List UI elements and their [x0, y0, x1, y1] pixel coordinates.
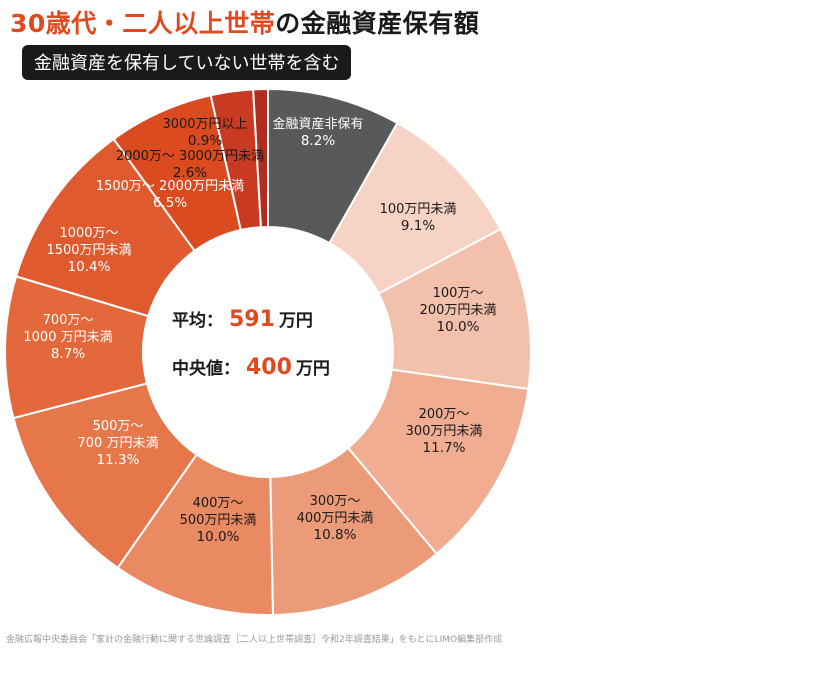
chart-subtitle-badge: 金融資産を保有していない世帯を含む: [22, 45, 352, 80]
median-readout: 中央値： 400 万円: [172, 354, 368, 380]
slice-category-label-5: 300万～: [310, 494, 361, 509]
slice-category-label-9: 1000万～: [59, 226, 118, 241]
slice-category-label-10: 1500万～ 2000万円未満: [96, 179, 244, 194]
slice-value-label-4: 11.7%: [423, 440, 466, 456]
mean-value: 591: [229, 307, 275, 332]
slice-value-label-5: 10.8%: [314, 527, 357, 543]
slice-value-label-2: 9.1%: [401, 218, 435, 234]
slice-category-label-11: 2000万～ 3000万円未満: [116, 149, 264, 164]
slice-value-label-7: 11.3%: [97, 452, 140, 468]
slice-value-label-9: 10.4%: [68, 259, 111, 275]
slice-category-label-2: 100万円未満: [380, 202, 457, 217]
slice-category-label-8: 1000 万円未満: [23, 330, 112, 345]
slice-category-label-5: 400万円未満: [297, 511, 374, 526]
slice-category-label-8: 700万～: [43, 313, 94, 328]
slice-value-label-3: 10.0%: [437, 319, 480, 335]
donut-slices: [4, 87, 532, 616]
slice-category-label-1: 金融資産非保有: [272, 116, 363, 132]
slice-value-label-8: 8.7%: [51, 346, 85, 362]
median-unit: 万円: [295, 359, 330, 379]
donut-hole: [143, 227, 393, 477]
slice-category-label-3: 200万円未満: [420, 303, 497, 318]
slice-value-label-10: 6.5%: [153, 195, 187, 211]
mean-label: 平均：: [172, 311, 223, 331]
slice-category-label-3: 100万～: [433, 286, 484, 301]
slice-value-label-11: 2.6%: [173, 165, 207, 181]
slice-value-label-12: 0.9%: [188, 133, 222, 149]
chart-title-accent: 30歳代・二人以上世帯: [10, 9, 276, 38]
slice-value-label-6: 10.0%: [197, 529, 240, 545]
slice-category-label-6: 400万～: [193, 496, 244, 511]
slice-value-label-1: 8.2%: [301, 133, 335, 149]
chart-title-rest: の金融資産保有額: [275, 9, 480, 38]
chart-title: 30歳代・二人以上世帯の金融資産保有額: [10, 4, 479, 40]
slice-category-label-7: 700 万円未満: [78, 436, 159, 451]
median-label: 中央値：: [172, 359, 240, 379]
slice-category-label-7: 500万～: [93, 419, 144, 434]
slice-category-label-12: 3000万円以上: [162, 117, 247, 132]
slice-labels: 金融資産非保有8.2%100万円未満9.1%100万～200万円未満10.0%2…: [23, 116, 496, 545]
slice-category-label-4: 200万～: [419, 407, 470, 422]
slice-category-label-6: 500万円未満: [180, 513, 257, 528]
slice-category-label-9: 1500万円未満: [46, 243, 131, 258]
median-value: 400: [246, 355, 292, 380]
slice-category-label-4: 300万円未満: [406, 424, 483, 439]
source-note: 金融広報中央委員会「家計の金融行動に関する世論調査［二人以上世帯調査］令和2年調…: [6, 635, 503, 645]
mean-readout: 平均： 591 万円: [172, 306, 368, 332]
mean-unit: 万円: [278, 311, 313, 331]
